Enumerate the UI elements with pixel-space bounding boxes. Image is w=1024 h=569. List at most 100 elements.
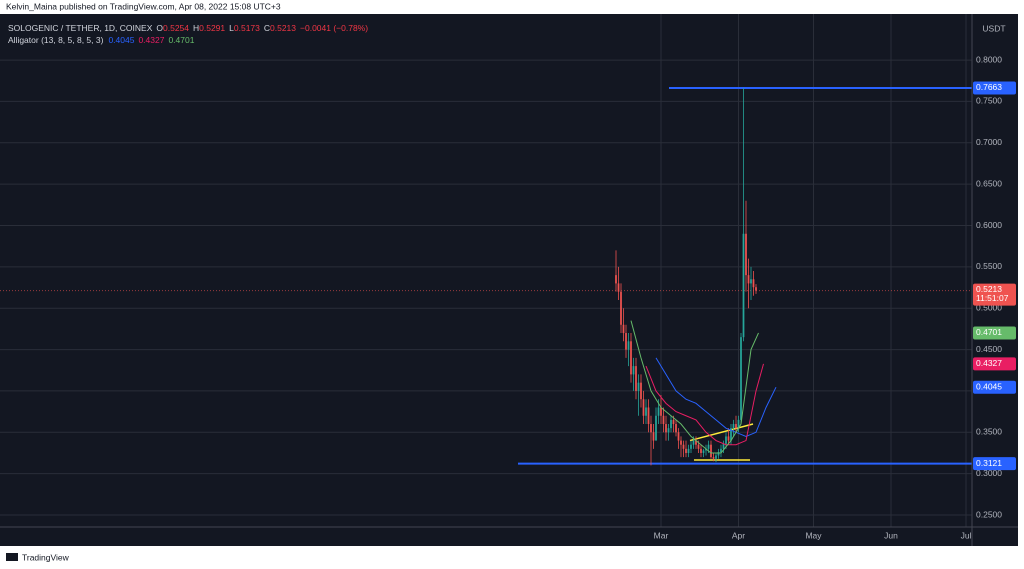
hline-price-box [973, 81, 1016, 95]
y-tick-label: 0.6500 [976, 178, 1002, 188]
candle-body [637, 382, 640, 391]
candle-body [732, 424, 735, 429]
legend-indicator: Alligator (13, 8, 5, 8, 5, 3) 0.4045 0.432… [8, 35, 195, 45]
indicator-price-label: 0.4701 [976, 327, 1002, 337]
candle-body [652, 432, 655, 441]
candle-body [662, 415, 665, 425]
y-unit: USDT [982, 23, 1005, 33]
candle-body [695, 440, 697, 445]
candle-body [687, 448, 690, 453]
candle-body [735, 424, 737, 429]
candle-body [615, 275, 617, 284]
trend-line [689, 423, 754, 442]
candle-body [670, 419, 672, 429]
candle-body [722, 443, 725, 449]
candle-body [642, 399, 645, 416]
candle-body [680, 440, 682, 445]
candle-body [752, 279, 755, 288]
candle-body [702, 450, 705, 453]
y-tick-label: 0.8000 [976, 54, 1002, 64]
candle-body [717, 452, 720, 456]
chart-bg [0, 14, 1018, 546]
candle-body [692, 440, 695, 445]
indicator-value: 0.4327 [138, 35, 164, 45]
candle-body [730, 428, 732, 441]
ohlc-value: 0.5213 [270, 23, 296, 33]
candle-body [677, 432, 680, 441]
candle-body [685, 448, 687, 453]
x-tick-label: Apr [732, 530, 745, 540]
indicator-name: Alligator (13, 8, 5, 8, 5, 3) [8, 35, 104, 45]
candle-body [640, 382, 642, 400]
change: −0.0041 (−0.78%) [300, 23, 368, 33]
candle-body [755, 287, 757, 291]
indicator-price-label: 0.4045 [976, 381, 1002, 391]
hline-price-box [973, 457, 1016, 471]
last-price-label: 0.5213 [976, 284, 1002, 294]
candle-body [710, 444, 712, 458]
candle-body [622, 324, 625, 334]
last-price-box [973, 283, 1016, 306]
candle-body [617, 283, 620, 292]
indicator-line [655, 357, 777, 437]
candle-body [700, 448, 702, 453]
candle-body [667, 428, 670, 433]
x-tick-label: Mar [654, 530, 669, 540]
candle-body [740, 337, 742, 420]
ohlc-label: C [264, 23, 270, 33]
indicator-line [630, 320, 759, 454]
candle-body [647, 407, 650, 425]
y-tick-label: 0.2500 [976, 509, 1002, 519]
ohlc-value: 0.5173 [234, 23, 260, 33]
x-tick-label: Jun [884, 530, 898, 540]
candle-body [627, 341, 630, 350]
candle-body [690, 444, 692, 449]
candle-body [650, 424, 652, 433]
y-tick-label: 0.5000 [976, 302, 1002, 312]
legend-title: SOLOGENIC / TETHER, 1D, COINEX O0.5254 H 0.… [8, 23, 368, 33]
indicator-price-box [973, 326, 1016, 340]
symbol: SOLOGENIC / TETHER, 1D, COINEX [8, 23, 153, 33]
candle-body [750, 279, 752, 284]
ohlc-value: 0.5254 [163, 23, 189, 33]
indicator-price-box [973, 357, 1016, 371]
candle-body [715, 455, 717, 459]
publisher: Kelvin_Maina published on TradingView.co… [6, 1, 281, 11]
x-tick-label: Jul [961, 530, 972, 540]
candle-body [620, 291, 622, 325]
ohlc-label: O [156, 23, 163, 33]
indicator-value: 0.4045 [108, 35, 134, 45]
y-tick-label: 0.7000 [976, 137, 1002, 147]
candle-body [712, 457, 715, 459]
candle-body [707, 444, 710, 449]
candle-body [657, 407, 660, 416]
y-tick-label: 0.3500 [976, 427, 1002, 437]
ohlc-label: H [193, 23, 199, 33]
candle-body [725, 436, 727, 444]
brand-logo [6, 553, 18, 561]
candle-body [655, 415, 657, 441]
indicator-price-label: 0.4327 [976, 358, 1002, 368]
candle-body [645, 407, 647, 416]
y-tick-label: 0.4500 [976, 344, 1002, 354]
candle-body [632, 366, 635, 375]
indicator-value: 0.4701 [168, 35, 194, 45]
indicator-price-box [973, 380, 1016, 394]
candle-body [630, 341, 632, 375]
candle-body [720, 448, 722, 453]
y-tick-label: 0.3000 [976, 468, 1002, 478]
candle-body [682, 444, 685, 449]
candle-body [697, 444, 700, 449]
hline-price-label: 0.3121 [976, 458, 1002, 468]
candle-body [747, 275, 750, 284]
countdown: 11:51:07 [976, 293, 1009, 303]
candle-body [660, 407, 662, 416]
x-tick-label: May [805, 530, 822, 540]
candle-body [705, 448, 707, 451]
candle-body [635, 366, 637, 391]
candle-body [737, 419, 740, 429]
y-tick-label: 0.5500 [976, 261, 1002, 271]
y-tick-label: 0.6000 [976, 220, 1002, 230]
